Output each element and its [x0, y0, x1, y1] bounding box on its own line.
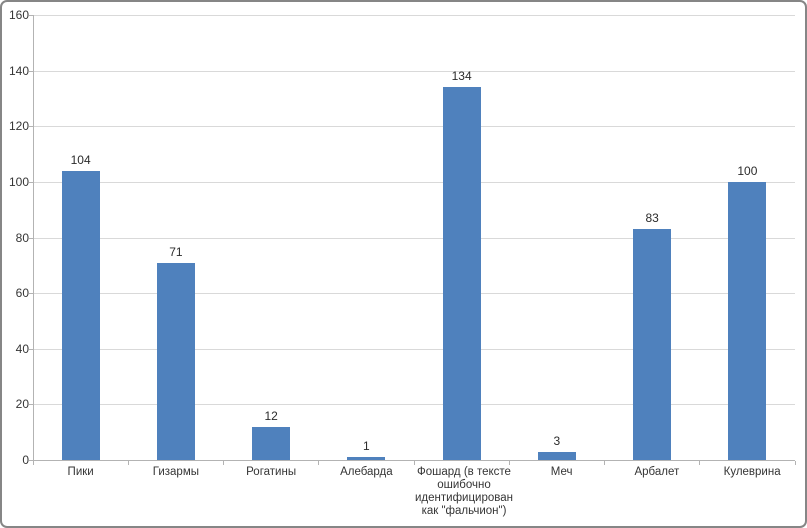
- bar-slot: 71: [128, 15, 223, 460]
- bar: [347, 457, 386, 460]
- y-axis-tick-label: 160: [8, 8, 29, 22]
- bar: [537, 451, 576, 460]
- x-axis-tick-mark: [223, 461, 224, 465]
- y-axis-tick-mark: [29, 70, 33, 72]
- x-axis-line: [33, 460, 795, 461]
- bar-slot: 134: [414, 15, 509, 460]
- bar: [728, 181, 767, 460]
- bar: [61, 170, 100, 460]
- y-axis-tick-labels: 0 20 40 60 80 100 120 140 160: [2, 8, 29, 467]
- y-axis-line: [33, 15, 34, 461]
- y-axis-tick-label: 120: [8, 119, 29, 134]
- bar: [252, 426, 291, 460]
- bar: [156, 262, 195, 460]
- y-axis-tick-mark: [29, 126, 33, 128]
- x-axis-category-label: Пики: [67, 466, 94, 478]
- y-axis-tick-label: 0: [22, 453, 29, 467]
- bar-value-label: 104: [70, 152, 91, 167]
- y-axis-tick-mark: [29, 237, 33, 239]
- bar-value-label: 1: [363, 439, 370, 454]
- bar-slot: 104: [33, 15, 128, 460]
- gridline: [33, 404, 795, 406]
- x-axis-category-label: Гизармы: [152, 466, 199, 478]
- x-axis-category-label: Кулеврина: [723, 466, 781, 478]
- x-axis-category-label: Арбалет: [634, 466, 680, 478]
- y-axis-tick-label: 100: [8, 174, 29, 189]
- y-axis-tick-mark: [29, 348, 33, 350]
- y-axis-tick-label: 80: [15, 230, 29, 245]
- bar-slot: 100: [700, 15, 795, 460]
- y-axis-tick-label: 60: [15, 286, 29, 301]
- x-axis-category-label: Фошард (в тексте ошибочно идентифицирова…: [415, 466, 513, 517]
- bar-slot: 1: [319, 15, 414, 460]
- gridline: [33, 293, 795, 295]
- bar-value-label: 3: [553, 433, 561, 448]
- bar: [442, 87, 481, 460]
- y-axis-tick-label: 20: [15, 397, 29, 412]
- x-axis-category-label: Рогатины: [246, 466, 297, 478]
- gridline: [33, 126, 795, 128]
- bar-value-label: 134: [451, 69, 472, 84]
- x-axis-category-label: Алебарда: [340, 466, 393, 478]
- bar: [633, 229, 672, 460]
- bar-value-label: 12: [264, 408, 278, 423]
- y-axis-tick-mark: [29, 293, 33, 295]
- bar-value-label: 100: [737, 163, 758, 178]
- gridline: [33, 15, 795, 16]
- y-axis-tick-mark: [29, 15, 33, 16]
- plot-area: 104 71 12 1 134 3 83 100: [29, 15, 796, 465]
- x-axis-tick-mark: [794, 461, 796, 465]
- gridline: [33, 181, 795, 183]
- gridline: [33, 237, 795, 239]
- bar-slot: 3: [509, 15, 604, 460]
- x-axis-tick-mark: [604, 461, 605, 465]
- x-axis-tick-mark: [127, 461, 129, 465]
- y-axis-tick-label: 40: [15, 341, 29, 356]
- gridline: [33, 348, 795, 350]
- x-axis-tick-mark: [413, 461, 415, 465]
- y-axis-tick-mark: [29, 404, 33, 406]
- bar-value-label: 83: [645, 211, 659, 226]
- x-axis-tick-mark: [32, 461, 34, 465]
- bar-value-label: 71: [169, 244, 183, 259]
- bar-slot: 83: [605, 15, 700, 460]
- x-axis-tick-mark: [318, 461, 320, 465]
- x-axis-tick-mark: [699, 461, 701, 465]
- bar-series: 104 71 12 1 134 3 83 100: [33, 15, 795, 460]
- x-axis-tick-mark: [508, 461, 510, 465]
- gridline: [33, 70, 795, 72]
- y-axis-tick-mark: [29, 181, 33, 183]
- y-axis-tick-label: 140: [8, 63, 29, 78]
- y-axis-tick-mark: [29, 460, 33, 461]
- x-axis-category-labels: Пики Гизармы Рогатины Алебарда Фошард (в тек…: [33, 466, 795, 518]
- x-axis-category-label: Меч: [550, 466, 573, 478]
- bar-slot: 12: [224, 15, 319, 460]
